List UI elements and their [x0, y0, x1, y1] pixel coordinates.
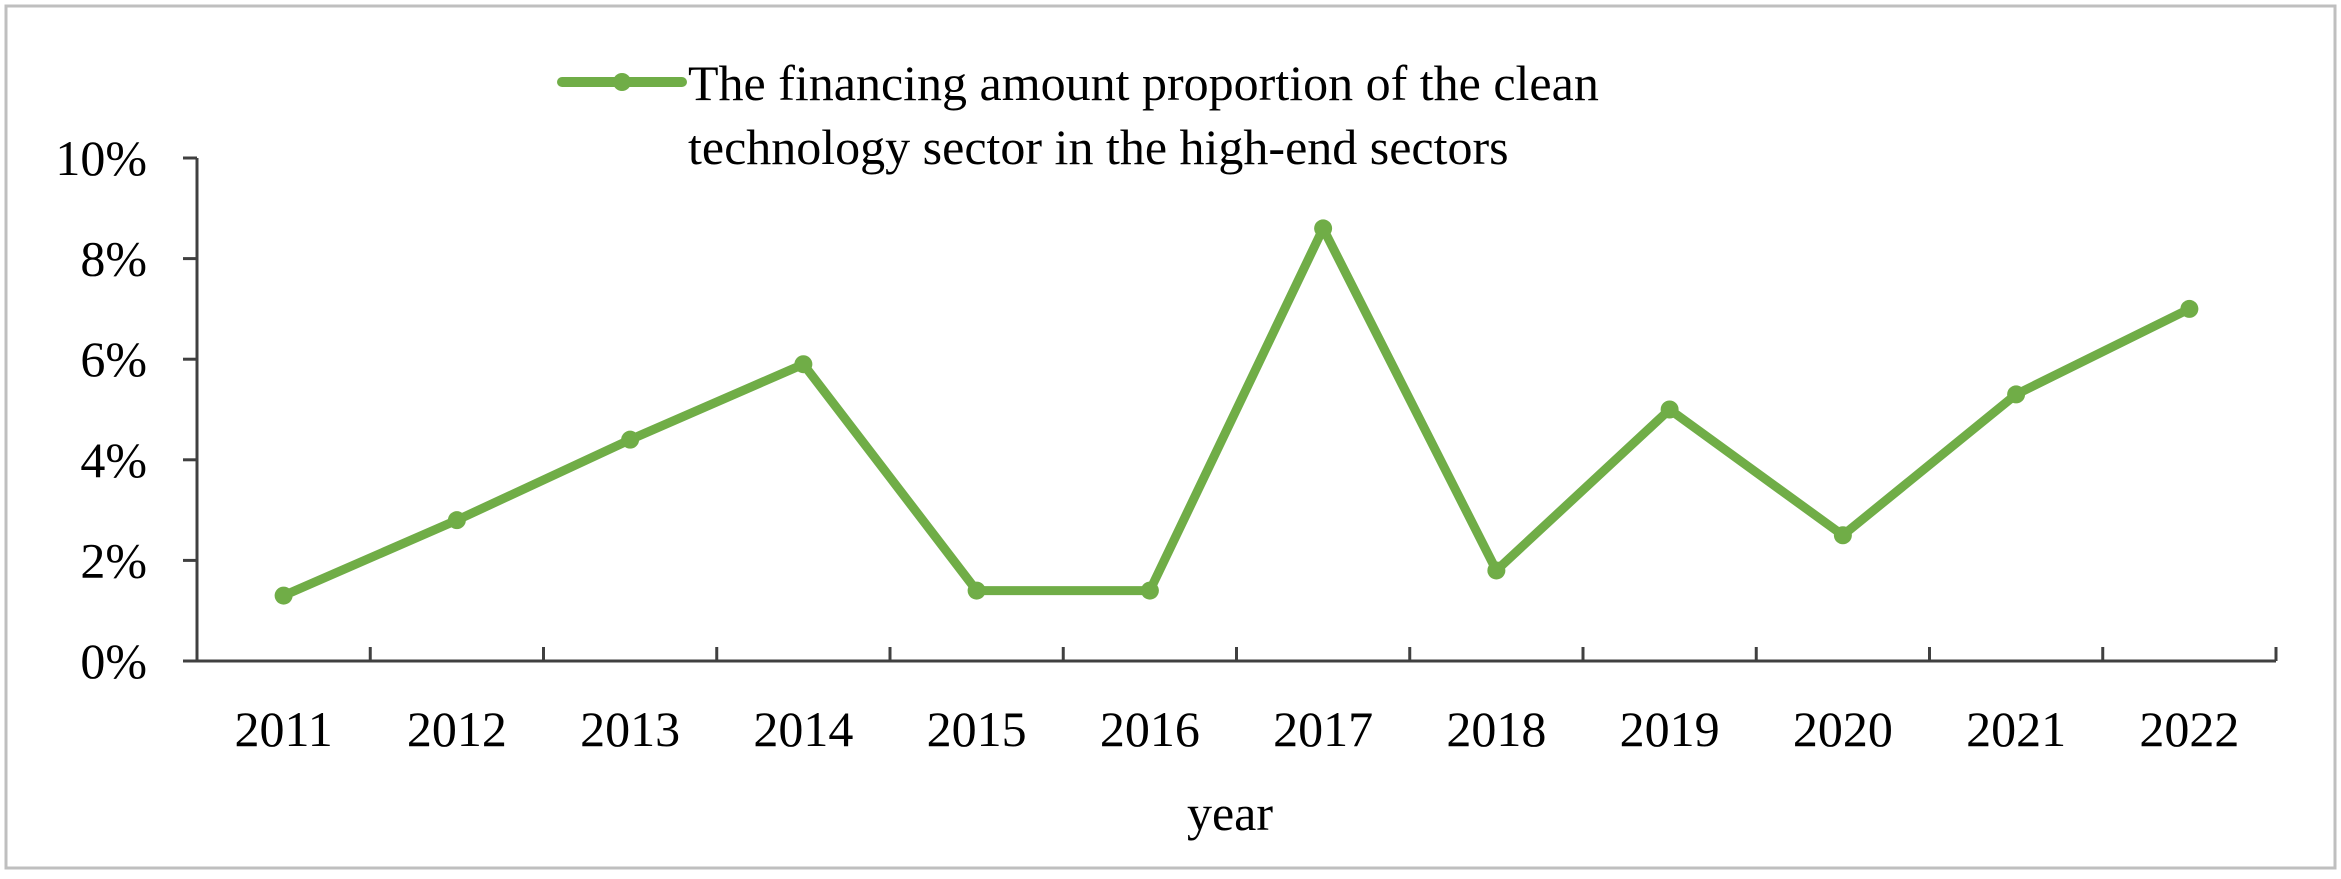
y-tick-label: 0%: [80, 633, 147, 689]
y-tick-label: 6%: [80, 331, 147, 387]
x-tick-label: 2016: [1100, 701, 1200, 757]
y-tick-label: 10%: [55, 130, 147, 186]
data-point: [274, 586, 293, 605]
data-point: [621, 430, 640, 449]
data-point: [967, 581, 986, 600]
data-point: [2007, 385, 2026, 404]
x-tick-label: 2014: [753, 701, 853, 757]
x-tick-label: 2021: [1966, 701, 2066, 757]
data-point: [1140, 581, 1159, 600]
x-ticks: 2011 2012 2013 2014 2015 2016 2017 2018 2019 2020…: [195, 647, 2278, 757]
data-point: [447, 511, 466, 530]
x-axis-title: year: [1187, 785, 1273, 841]
data-point: [1833, 526, 1852, 545]
data-point: [2180, 299, 2199, 318]
x-tick-label: 2012: [407, 701, 507, 757]
x-tick-label: 2013: [580, 701, 680, 757]
y-tick-label: 2%: [80, 532, 147, 588]
series-line: [279, 223, 2194, 601]
x-tick-label: 2019: [1620, 701, 1720, 757]
plot-area: [274, 219, 2199, 605]
x-tick-label: 2020: [1793, 701, 1893, 757]
y-tick-label: 8%: [80, 231, 147, 287]
data-point: [794, 355, 813, 374]
x-tick-label: 2011: [235, 701, 333, 757]
x-tick-label: 2017: [1273, 701, 1373, 757]
y-tick-label: 4%: [80, 432, 147, 488]
legend-label-line-1: The financing amount proportion of the c…: [688, 55, 1599, 111]
x-tick-label: 2018: [1446, 701, 1546, 757]
legend: The financing amount proportion of the c…: [557, 55, 1599, 175]
chart-frame: [4, 4, 2337, 870]
legend-label-line-2: technology sector in the high-end sector…: [688, 119, 1509, 175]
data-point: [1487, 561, 1506, 580]
legend-point-marker: [613, 73, 631, 91]
data-point: [1660, 400, 1679, 419]
data-point: [1314, 219, 1333, 238]
x-tick-label: 2015: [927, 701, 1027, 757]
x-tick-label: 2022: [2139, 701, 2239, 757]
y-ticks: 0% 2% 4% 6% 8% 10%: [55, 130, 197, 689]
